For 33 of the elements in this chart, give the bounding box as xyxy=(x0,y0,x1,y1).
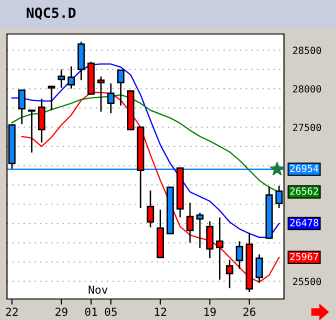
y-tick-label: 27500 xyxy=(293,124,321,132)
text: 26478 xyxy=(290,219,318,226)
text: 26562 xyxy=(290,187,318,195)
candlestick xyxy=(206,221,214,258)
y-tick-label: 28000 xyxy=(293,85,321,93)
x-tick-label: 26 xyxy=(244,308,256,316)
candlestick xyxy=(18,90,26,124)
candlestick xyxy=(256,254,263,283)
candlestick xyxy=(186,202,194,243)
candlestick xyxy=(146,190,154,228)
candlestick xyxy=(117,70,124,106)
y-tick-label: 28500 xyxy=(293,46,321,54)
candlestick xyxy=(38,98,46,143)
candlestick xyxy=(196,212,204,248)
candlestick xyxy=(28,110,36,153)
text: 25967 xyxy=(290,252,318,260)
ref-line-label: 26954 xyxy=(290,164,318,172)
line-series xyxy=(11,63,280,238)
annotation: Nov xyxy=(88,286,108,294)
x-tick-label: 29 xyxy=(56,308,68,316)
x-tick-label: 12 xyxy=(154,308,166,316)
candlestick xyxy=(48,86,56,110)
x-tick-label: 05 xyxy=(104,308,117,316)
x-tick-label: 22 xyxy=(6,308,18,316)
y-tick-label: 25500 xyxy=(293,278,321,286)
x-tick-label: 19 xyxy=(204,308,216,316)
candlestick xyxy=(68,66,75,89)
chart-title: NQC5.D xyxy=(26,8,76,20)
candlestick xyxy=(216,217,224,280)
candlestick xyxy=(58,70,66,88)
candlestick xyxy=(236,241,244,269)
candlestick xyxy=(107,83,115,114)
x-tick-label: 01 xyxy=(85,308,98,316)
